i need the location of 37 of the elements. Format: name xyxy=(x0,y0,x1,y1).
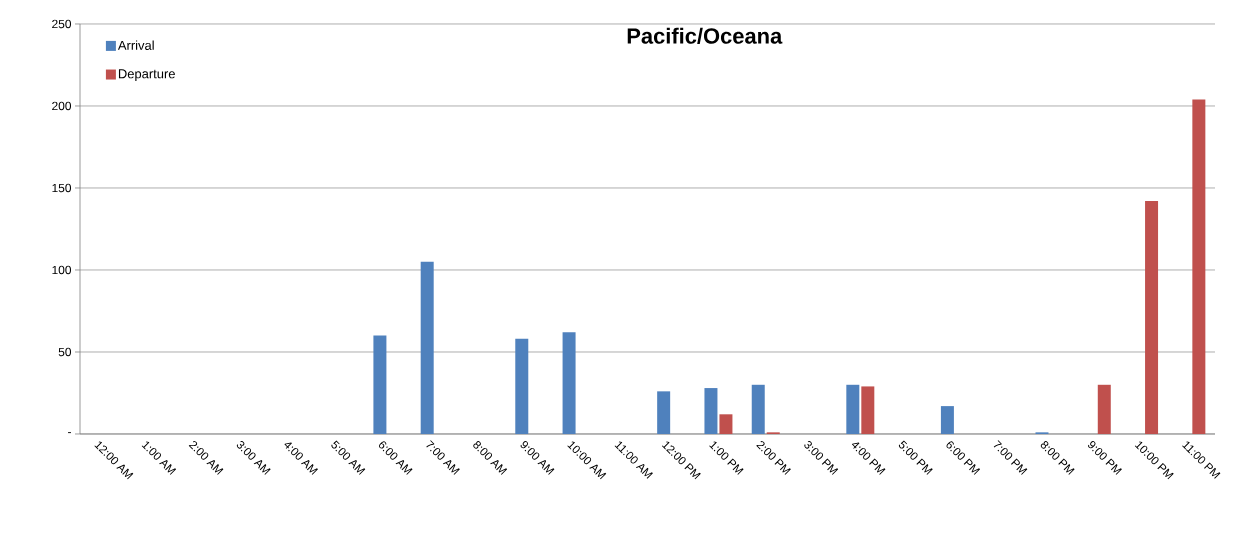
bar xyxy=(751,384,765,434)
x-tick-label: 3:00 PM xyxy=(804,441,839,475)
bar xyxy=(373,335,387,434)
legend-label: Arrival xyxy=(117,40,154,50)
x-tick-label: 9:00 PM xyxy=(1088,441,1122,475)
x-tick-label: 6:00 PM xyxy=(946,441,981,475)
x-tick-label: 2:00 PM xyxy=(756,441,791,475)
x-tick-label: 6:00 AM xyxy=(379,441,413,475)
legend-label: Departure xyxy=(118,69,175,81)
y-tick-label: 200 xyxy=(52,101,72,111)
x-tick-label: 9:00 AM xyxy=(520,441,555,475)
y-tick-label: 150 xyxy=(52,183,72,193)
x-tick-label: 8:00 AM xyxy=(473,441,508,475)
bar xyxy=(704,388,718,434)
bar xyxy=(1145,201,1159,434)
bar xyxy=(719,414,733,434)
bar xyxy=(515,338,529,434)
x-tick-label: 1:00 AM xyxy=(141,441,177,475)
bar xyxy=(940,406,954,434)
x-tick-label: 2:00 AM xyxy=(188,441,224,475)
bar xyxy=(846,384,860,434)
bar xyxy=(861,386,875,434)
bar xyxy=(1097,384,1111,434)
bar xyxy=(562,332,576,434)
bar xyxy=(420,261,434,434)
y-tick-label: 100 xyxy=(52,265,72,275)
y-tick-label: - xyxy=(68,432,71,434)
bar xyxy=(657,391,671,434)
x-tick-label: 4:00 PM xyxy=(851,442,886,475)
x-tick-label: 8:00 PM xyxy=(1040,441,1075,475)
y-tick-label: 50 xyxy=(58,347,72,357)
x-tick-label: 1:00 PM xyxy=(709,441,744,475)
bar xyxy=(1192,99,1206,434)
x-tick-label: 4:00 AM xyxy=(284,442,318,475)
y-tick-label: 250 xyxy=(52,19,72,29)
chart-title: Pacific/Oceana xyxy=(627,27,783,44)
x-tick-label: 3:00 AM xyxy=(236,441,271,475)
